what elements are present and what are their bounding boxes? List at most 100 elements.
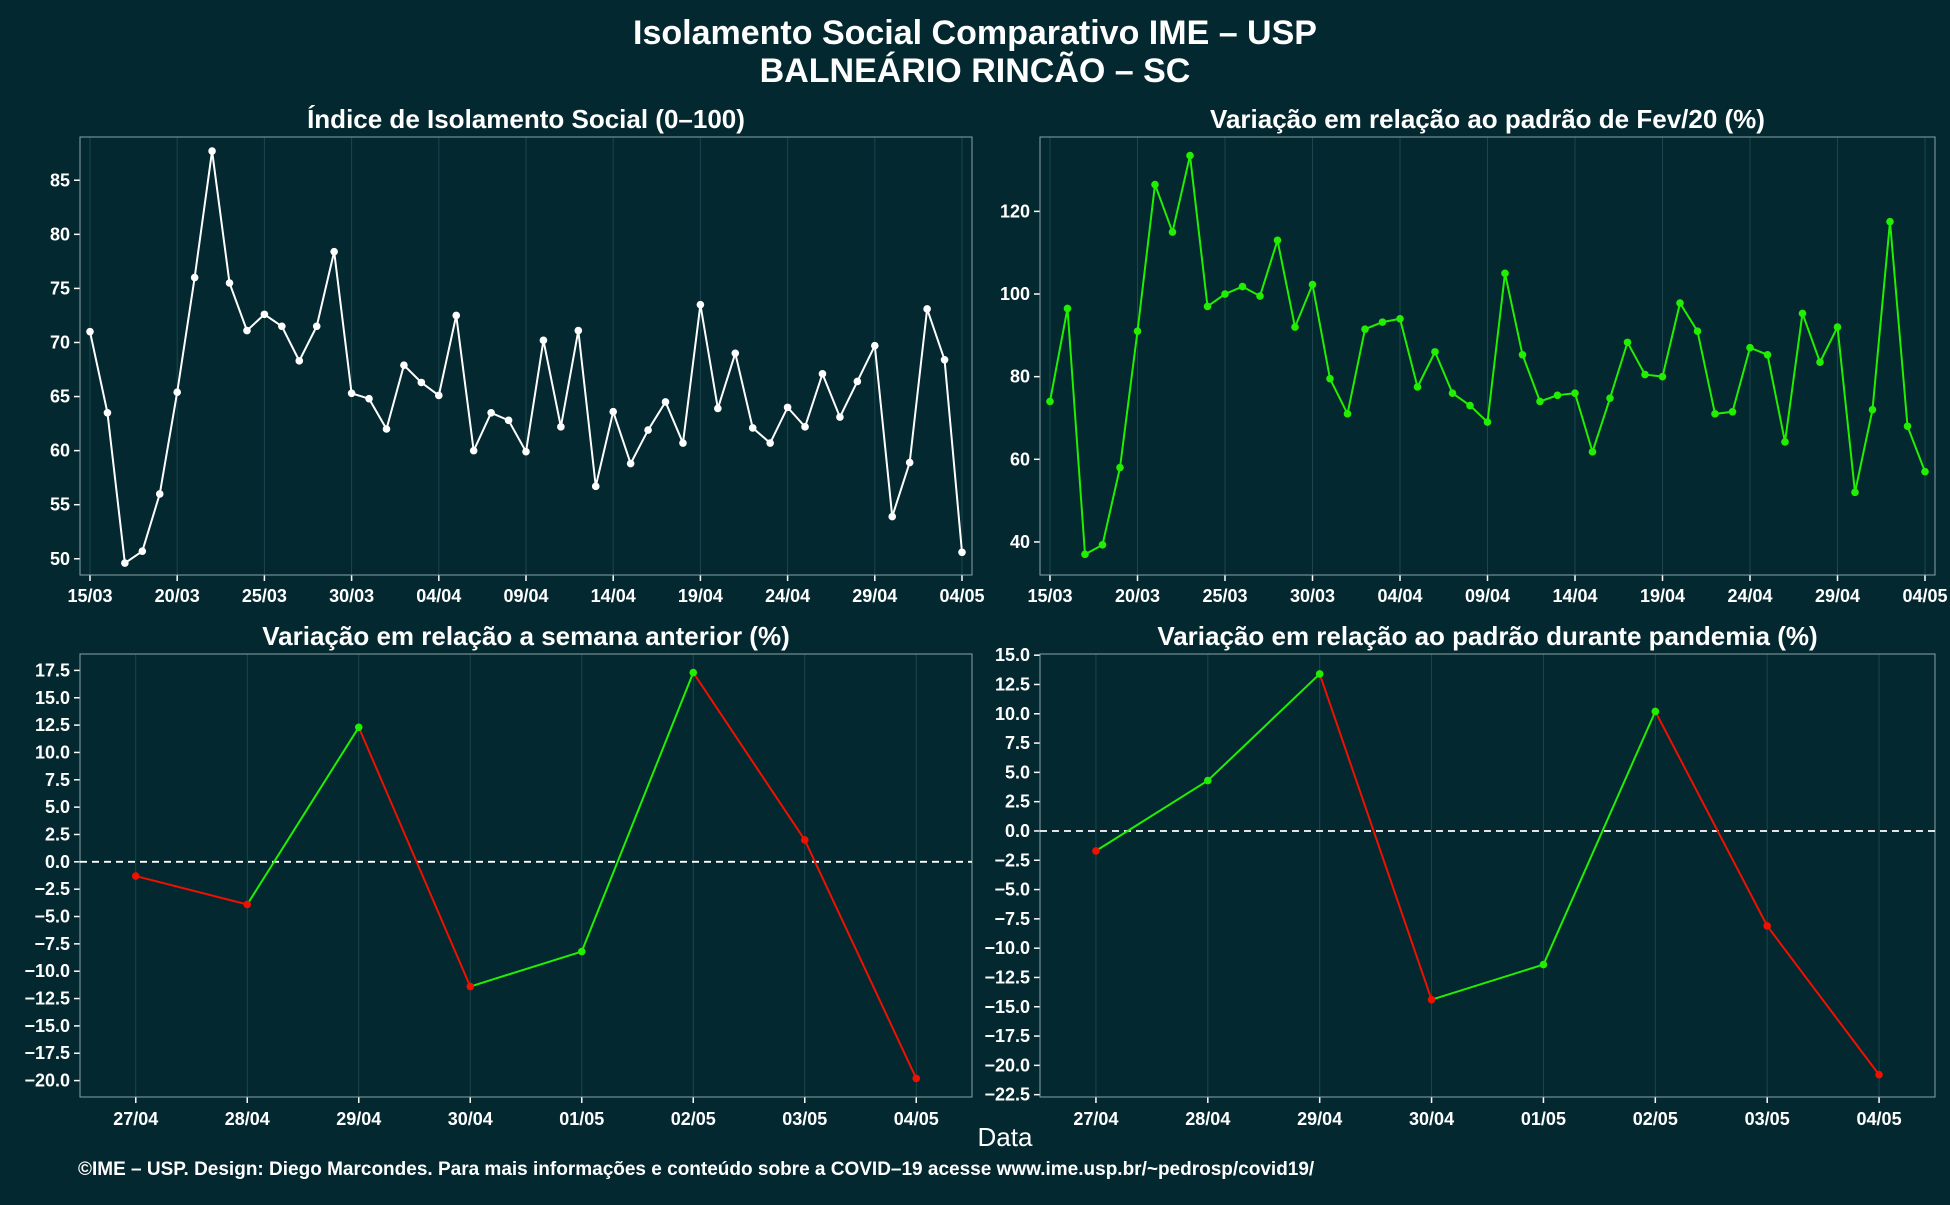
y-tick-label: 100 [1000,284,1030,304]
data-point [243,326,251,335]
data-point [330,247,338,256]
y-tick-label: −10.0 [984,938,1030,958]
data-point [557,423,565,431]
y-tick-label: −5.0 [994,880,1030,900]
x-tick-label: 29/04 [1297,1109,1342,1129]
data-point [661,398,670,406]
data-point [1833,323,1842,331]
data-point [522,447,530,456]
y-tick-label: −20.0 [24,1071,70,1091]
y-tick-label: 65 [50,387,70,407]
data-point [644,426,652,434]
figure-title-line1: Isolamento Social Comparativo IME – USP [633,14,1317,52]
data-point [801,423,809,431]
data-point [1396,315,1404,323]
data-point [1427,995,1436,1004]
x-tick-label: 27/04 [113,1109,158,1129]
data-point [1315,670,1324,678]
data-point [888,512,897,521]
x-tick-label: 04/05 [894,1109,939,1129]
data-point [1763,922,1771,930]
x-tick-label: 29/04 [852,586,897,606]
data-point [1133,327,1142,336]
data-point [173,388,181,397]
data-point [1203,302,1212,311]
y-tick-label: 80 [50,224,70,244]
data-point [155,490,164,498]
figure-title-line2: BALNEÁRIO RINCÃO – SC [760,52,1191,90]
data-point [487,408,495,417]
data-point [836,413,844,421]
y-tick-label: −20.0 [984,1055,1030,1075]
y-tick-label: 15.0 [995,645,1030,665]
data-point [1571,389,1579,397]
data-point [1081,550,1089,559]
data-point [365,394,373,403]
data-point [1539,960,1548,969]
data-point [1291,323,1299,331]
data-point [626,459,635,468]
footer-credit: ©IME – USP. Design: Diego Marcondes. Par… [78,1159,1315,1180]
x-tick-label: 24/04 [1727,586,1772,606]
data-point [818,370,827,378]
series-segment [357,726,472,987]
y-tick-label: 15.0 [35,688,70,708]
y-tick-label: −17.5 [984,1026,1030,1046]
data-point [679,439,687,447]
x-tick-label: 30/03 [1290,586,1335,606]
data-point [1868,405,1877,414]
y-tick-label: −15.0 [24,1016,70,1036]
y-tick-label: −12.5 [984,967,1030,987]
y-tick-label: −5.0 [34,907,70,927]
data-point [800,836,809,844]
x-tick-label: 02/05 [1633,1109,1678,1129]
data-point [278,322,286,331]
y-tick-label: 2.5 [1005,792,1030,812]
x-tick-label: 03/05 [782,1109,827,1129]
data-point [1116,463,1124,472]
series-segment [1207,673,1321,782]
data-point [1641,370,1649,379]
data-point [1623,338,1632,347]
panel-variation-feb20: Variação em relação ao padrão de Fev/20 … [1000,104,1948,606]
x-tick-label: 28/04 [225,1109,270,1129]
data-point [1553,391,1562,400]
data-point [731,349,740,358]
y-tick-label: 5.0 [1005,762,1030,782]
data-point [1151,180,1159,189]
data-point [912,1074,921,1083]
data-point [1851,488,1859,497]
y-tick-label: 70 [50,332,70,352]
data-point [1711,410,1719,418]
y-tick-label: 7.5 [1005,733,1030,753]
data-point [1256,292,1264,300]
data-point [504,416,513,425]
y-tick-label: 12.5 [35,715,70,735]
data-point [1781,438,1789,446]
data-point [1361,325,1369,333]
x-tick-label: 20/03 [1115,586,1160,606]
y-tick-label: −7.5 [34,934,70,954]
data-point [1413,383,1422,391]
data-point [1693,327,1702,336]
panel-frame [79,136,973,576]
data-point [452,311,461,320]
data-point [1092,847,1100,855]
y-tick-label: −17.5 [24,1043,70,1063]
series-segment [1766,925,1880,1076]
x-tick-label: 19/04 [678,586,723,606]
data-point [1606,394,1614,402]
data-point [1651,707,1660,716]
data-point [1186,151,1194,160]
data-point [748,424,757,432]
x-tick-label: 15/03 [67,586,112,606]
data-point [138,547,147,556]
y-tick-label: −22.5 [984,1085,1030,1105]
x-tick-label: 30/04 [448,1109,493,1129]
data-point [1466,401,1474,410]
x-tick-label: 04/04 [416,586,461,606]
y-tick-label: 75 [50,278,70,298]
x-tick-label: 01/05 [559,1109,604,1129]
